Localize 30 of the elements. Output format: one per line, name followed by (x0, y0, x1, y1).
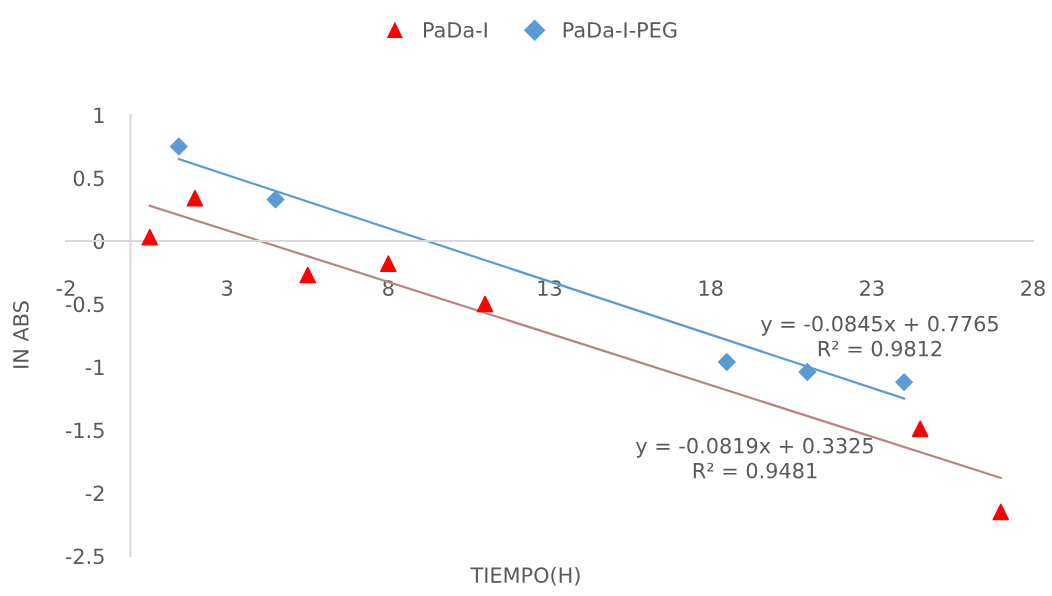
y-tick-label: -1 (85, 359, 104, 375)
y-axis-title: IN ABS (12, 301, 29, 368)
y-tick-label: -0.5 (65, 296, 104, 313)
x-tick-label: 23 (860, 280, 884, 297)
y-tick-label: 1 (94, 107, 104, 123)
point (798, 363, 817, 381)
x-tick-label: 18 (699, 280, 723, 297)
point (266, 190, 285, 209)
point (141, 228, 159, 246)
x-tick-label: 13 (538, 280, 562, 297)
point (476, 295, 494, 313)
point (169, 137, 188, 156)
point (992, 503, 1010, 521)
point (380, 255, 397, 272)
legend-label: PaDa-I (423, 22, 487, 38)
point (299, 266, 317, 284)
y-tick-label: -2 (85, 485, 104, 501)
y-tick-label: -2.5 (65, 548, 104, 565)
point (911, 420, 929, 438)
point (895, 373, 913, 392)
x-axis-title: TIEMPO(H) (470, 566, 580, 586)
point (717, 353, 736, 371)
x-tick-label: 28 (1021, 280, 1045, 297)
legend-label: PaDa-I-PEG (563, 22, 677, 38)
x-tick-label: 3 (222, 280, 233, 297)
y-tick-label: 0.5 (73, 170, 104, 187)
point (186, 189, 204, 207)
annotation: y = -0.0845x + 0.7765 R² = 0.9812 (760, 315, 998, 357)
y-tick-label: -1.5 (65, 422, 104, 439)
annotation: y = -0.0819x + 0.3325 R² = 0.9481 (635, 437, 873, 479)
